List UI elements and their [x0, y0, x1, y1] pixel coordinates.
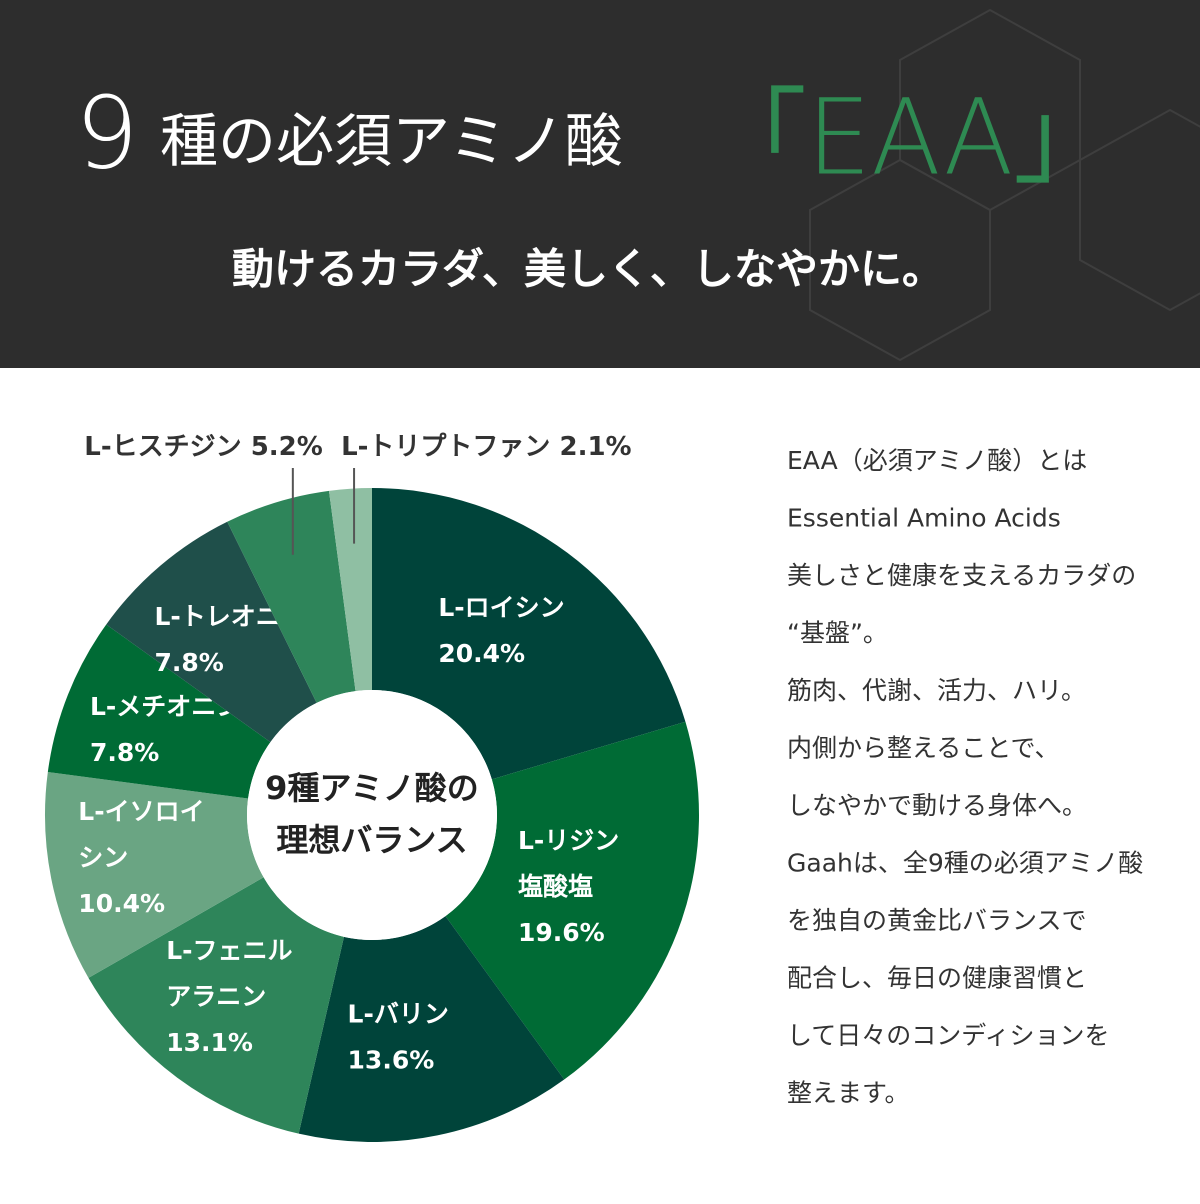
title-number: 9 [75, 74, 139, 191]
category-label: L-イソロイ [78, 797, 204, 826]
description-line: 内側から整えることで、 [787, 734, 1060, 763]
outside-label: L-ヒスチジン 5.2% [84, 432, 323, 462]
category-label: シン [78, 843, 128, 872]
description-line: しなやかで動ける身体へ。 [787, 791, 1087, 820]
donut-segment [445, 721, 699, 1080]
center-label: 理想バランス [276, 821, 467, 859]
description-line: 筋肉、代謝、活力、ハリ。 [787, 676, 1086, 705]
category-label: アラニン [166, 982, 266, 1011]
description-line: EAA（必須アミノ酸）とは [787, 446, 1087, 475]
donut-segment [44, 771, 264, 978]
description: EAA（必須アミノ酸）とは Essential Amino Acids 美しさと健康… [787, 446, 1143, 1108]
description-line: 美しさと健康を支えるカラダの [787, 561, 1136, 590]
description-line: を独自の黄金比バランスで [787, 906, 1087, 935]
category-label: 塩酸塩 [518, 872, 593, 901]
description-line: 配合し、毎日の健康習慣と [787, 964, 1087, 993]
description-line: “基盤”。 [787, 619, 888, 648]
description-line: Essential Amino Acids [787, 504, 1061, 533]
donut-hole [247, 690, 497, 940]
subtitle: 動けるカラダ、美しく、しなやかに。 [232, 245, 944, 294]
value-label: 13.1% [166, 1028, 253, 1057]
title-text: 種の必須アミノ酸 [160, 107, 623, 175]
category-label: L-ロイシン [438, 593, 564, 622]
category-label: L-ヒスチジン [84, 432, 241, 462]
donut-segment [372, 488, 686, 780]
value-label: 20.4% [438, 639, 525, 668]
donut-segment [47, 624, 271, 799]
value-label: 2.1% [559, 432, 631, 462]
category-label: L-リジン [518, 826, 619, 855]
outside-label: L-トリプトファン 2.1% [341, 432, 632, 462]
category-label: L-バリン [348, 999, 449, 1028]
category-label: L-トリプトファン [341, 432, 550, 462]
hex-pattern [809, 8, 1200, 362]
donut-segment [106, 521, 317, 743]
value-label: 19.6% [518, 918, 605, 947]
value-label: 13.6% [348, 1045, 435, 1074]
center-label: 9種アミノ酸の [265, 769, 479, 807]
value-label: 7.8% [154, 648, 223, 677]
header-bg [0, 0, 1200, 368]
donut-segment [88, 877, 344, 1134]
value-label: 7.8% [90, 738, 159, 767]
category-label: L-フェニル [166, 936, 292, 965]
description-line: して日々のコンディションを [787, 1021, 1110, 1050]
donut-segment [328, 488, 372, 692]
donut-segment [298, 916, 565, 1142]
title-eaa: 「EAA」 [705, 76, 1115, 198]
value-label: 5.2% [251, 432, 323, 462]
description-line: Gaahは、全9種の必須アミノ酸 [787, 849, 1143, 878]
donut-segment [227, 490, 356, 703]
value-label: 10.4% [78, 889, 165, 918]
description-line: 整えます。 [787, 1079, 910, 1108]
